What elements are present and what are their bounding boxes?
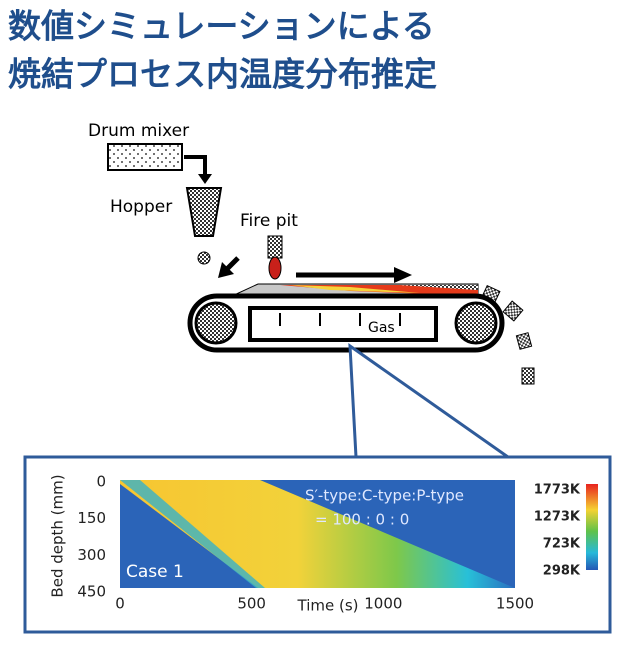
y-axis-label: Bed depth (mm) [49,474,67,597]
arrowhead [218,262,234,278]
x-tick-label: 1500 [496,595,534,613]
case-label: Case 1 [126,562,184,582]
warm-zone [290,285,420,293]
colorbar-label: 1273K [534,510,581,525]
x-tick-label: 500 [237,595,266,613]
y-tick-label: 300 [77,546,106,564]
wind-box [248,306,438,342]
drum-mixer-label: Drum mixer [88,121,189,141]
y-tick-label: 150 [77,509,106,527]
arrow [184,155,207,175]
arrowhead [394,267,412,283]
ratio-label: S′-type:C-type:P-type [305,487,464,505]
heatmap [120,480,515,588]
hopper-label: Hopper [110,197,172,217]
wheel [194,301,238,345]
hopper [185,187,223,237]
x-tick-label: 1000 [364,595,402,613]
pellet [197,251,211,265]
colorbar-label: 1773K [534,483,581,498]
drum-mixer [107,143,183,171]
fire-pit-label: Fire pit [240,211,298,231]
colorbar-label: 298K [543,564,581,579]
sintered [400,285,478,290]
ratio-values: = 100 : 0 : 0 [315,511,409,529]
gas-arrows [279,313,401,326]
gas-label: Gas [368,320,395,336]
callout [348,342,513,459]
x-tick-label: 0 [115,595,125,613]
arrowhead [198,174,212,184]
title-line: 数値シミュレーションによる [8,7,435,46]
y-tick-label: 0 [96,473,106,491]
x-axis-label: Time (s) [297,597,359,615]
colorbar-label: 723K [543,537,581,552]
wheel [454,301,498,345]
colorbar [586,484,598,570]
burner [267,235,283,259]
y-tick-label: 450 [77,583,106,601]
title-line: 焼結プロセス内温度分布推定 [8,55,437,94]
flame [268,256,282,280]
